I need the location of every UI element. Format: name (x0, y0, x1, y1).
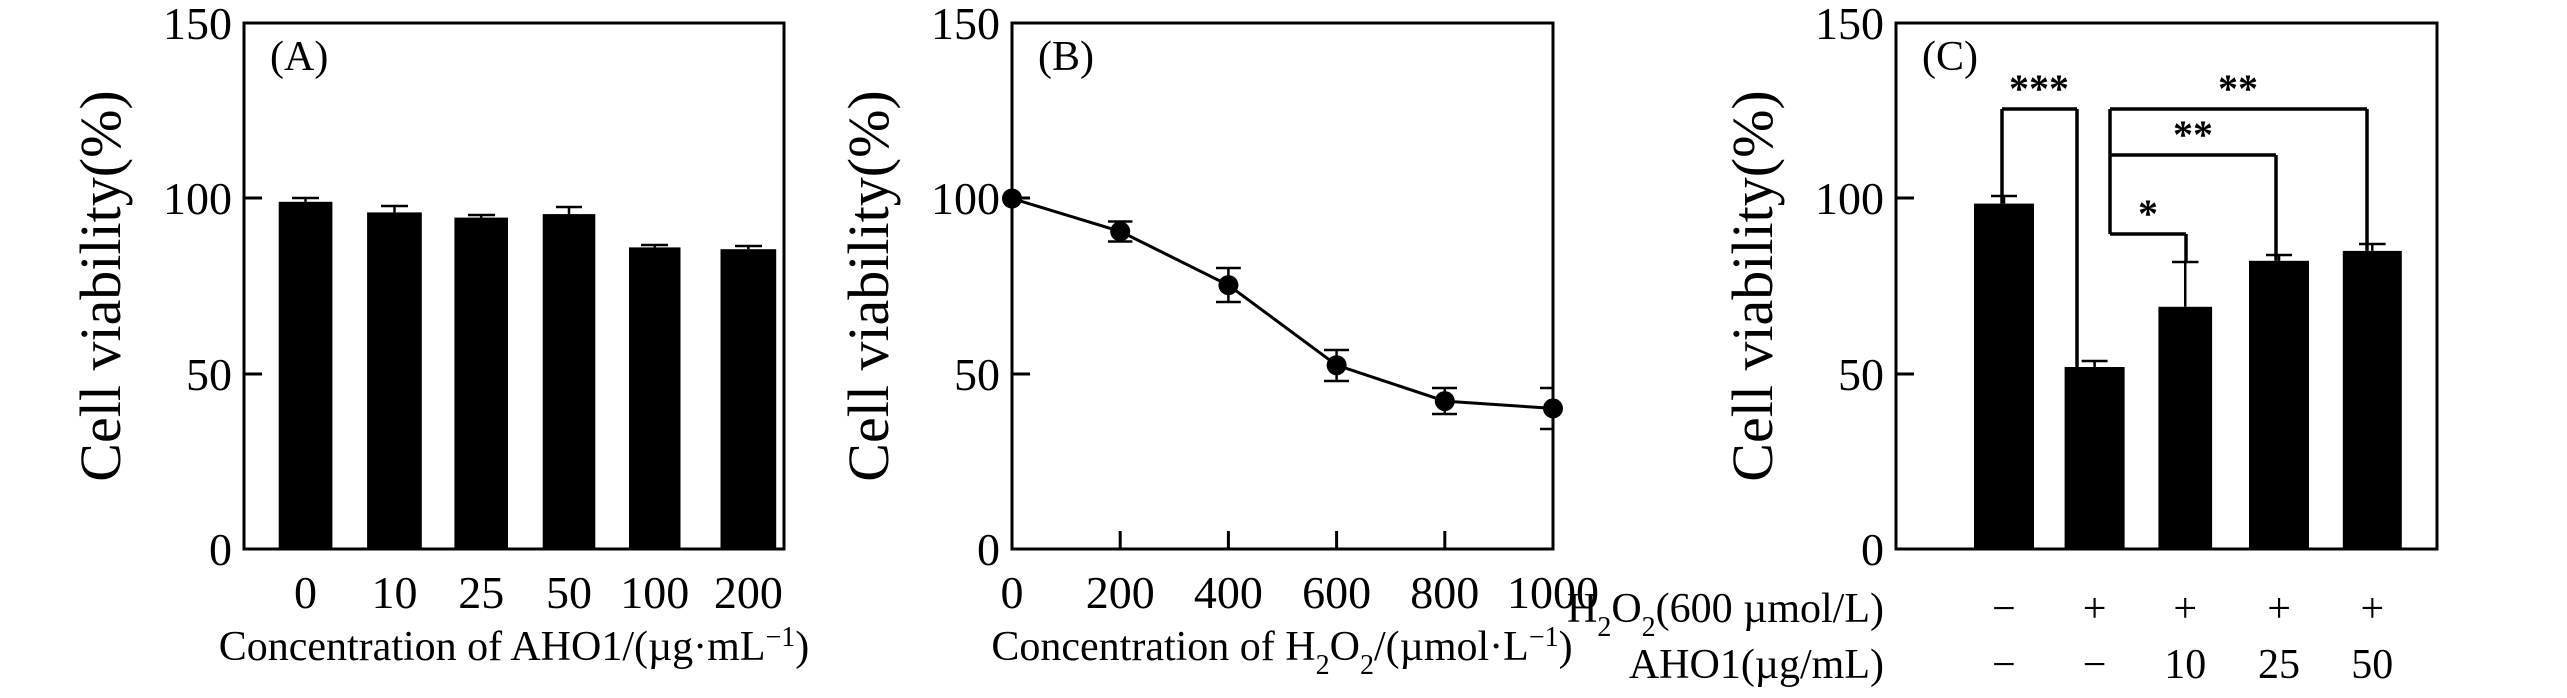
svg-text:−: − (1992, 586, 2016, 632)
svg-text:AHO1(µg/mL): AHO1(µg/mL) (1629, 642, 1884, 688)
svg-text:600: 600 (1302, 567, 1371, 618)
svg-text:25: 25 (458, 567, 504, 618)
svg-text:150: 150 (1815, 0, 1884, 49)
svg-text:50: 50 (2351, 642, 2393, 688)
svg-text:−: − (2083, 642, 2107, 688)
svg-text:10: 10 (372, 567, 418, 618)
svg-text:50: 50 (954, 349, 1000, 400)
svg-text:10: 10 (2164, 642, 2206, 688)
svg-text:50: 50 (1838, 349, 1884, 400)
svg-text:+: + (2173, 586, 2197, 632)
svg-text:100: 100 (931, 173, 1000, 224)
svg-text:+: + (2083, 586, 2107, 632)
svg-text:400: 400 (1194, 567, 1263, 618)
svg-text:200: 200 (714, 567, 783, 618)
svg-text:(B): (B) (1038, 34, 1094, 80)
svg-text:Concentration of AHO1/(µg·mL−1: Concentration of AHO1/(µg·mL−1) (219, 622, 810, 670)
svg-text:*: * (2138, 191, 2158, 236)
svg-text:800: 800 (1410, 567, 1479, 618)
svg-text:**: ** (2218, 66, 2258, 111)
svg-text:150: 150 (163, 0, 232, 49)
svg-text:+: + (2360, 586, 2384, 632)
svg-text:0: 0 (1861, 524, 1884, 575)
svg-text:(A): (A) (270, 34, 328, 80)
svg-text:Cell viability(%): Cell viability(%) (1720, 90, 1785, 481)
svg-text:50: 50 (546, 567, 592, 618)
svg-text:***: *** (2009, 66, 2069, 111)
svg-text:25: 25 (2258, 642, 2300, 688)
svg-text:0: 0 (294, 567, 317, 618)
svg-text:0: 0 (977, 524, 1000, 575)
svg-text:100: 100 (620, 567, 689, 618)
svg-text:0: 0 (1001, 567, 1024, 618)
svg-text:0: 0 (209, 524, 232, 575)
svg-text:100: 100 (1815, 173, 1884, 224)
svg-text:100: 100 (163, 173, 232, 224)
svg-text:Cell viability(%): Cell viability(%) (836, 90, 901, 481)
svg-text:(C): (C) (1922, 34, 1978, 80)
svg-text:50: 50 (186, 349, 232, 400)
svg-text:**: ** (2173, 112, 2213, 157)
svg-text:200: 200 (1086, 567, 1155, 618)
svg-text:+: + (2267, 586, 2291, 632)
svg-text:−: − (1992, 642, 2016, 688)
svg-text:Cell viability(%): Cell viability(%) (68, 90, 133, 481)
svg-text:150: 150 (931, 0, 1000, 49)
